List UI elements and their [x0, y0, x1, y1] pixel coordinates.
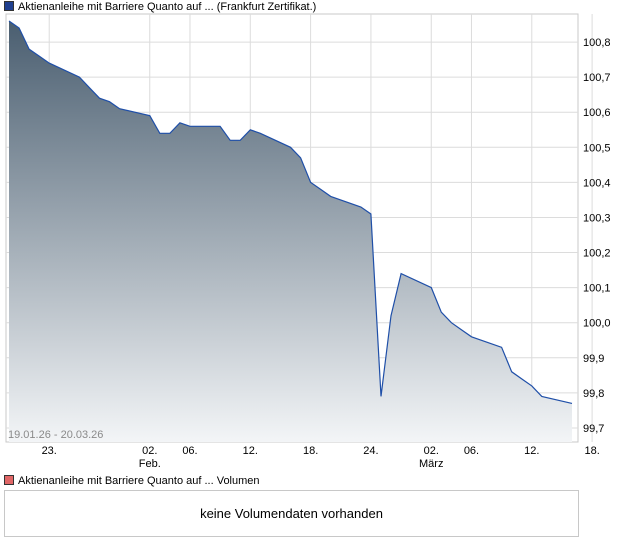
x-tick-label: 02.: [424, 445, 439, 457]
volume-panel: keine Volumendaten vorhanden: [4, 490, 579, 537]
y-tick-label: 100,2: [583, 248, 611, 260]
price-legend-label: Aktienanleihe mit Barriere Quanto auf ..…: [18, 1, 317, 13]
x-tick-label: 06.: [182, 445, 197, 457]
y-tick-label: 100,5: [583, 142, 611, 154]
date-range-label: 19.01.26 - 20.03.26: [8, 429, 103, 441]
y-tick-label: 100,8: [583, 37, 611, 49]
y-tick-label: 100,1: [583, 283, 611, 295]
price-line: [8, 20, 573, 404]
volume-legend-label: Aktienanleihe mit Barriere Quanto auf ..…: [18, 475, 260, 487]
price-legend: Aktienanleihe mit Barriere Quanto auf ..…: [4, 0, 316, 14]
price-area: [9, 21, 572, 442]
volume-legend: Aktienanleihe mit Barriere Quanto auf ..…: [4, 474, 260, 488]
volume-empty-message: keine Volumendaten vorhanden: [200, 506, 383, 521]
x-tick-label: 23.: [42, 445, 57, 457]
y-tick-label: 100,3: [583, 212, 611, 224]
x-tick-label: 12.: [524, 445, 539, 457]
y-tick-label: 99,8: [583, 388, 604, 400]
y-tick-label: 100,6: [583, 107, 611, 119]
price-legend-swatch: [4, 1, 14, 11]
x-tick-label: 18.: [303, 445, 318, 457]
y-tick-label: 100,0: [583, 318, 611, 330]
x-month-label: März: [419, 458, 443, 470]
x-tick-label: 18.: [584, 445, 599, 457]
x-tick-label: 02.: [142, 445, 157, 457]
y-tick-label: 100,7: [583, 72, 611, 84]
y-axis-labels: 99,7 99,8 99,9 100,0 100,1 100,2 100,3 100,4 100…: [583, 37, 611, 435]
x-month-label: Feb.: [139, 458, 161, 470]
y-tick-label: 99,9: [583, 353, 604, 365]
x-tick-label: 24.: [363, 445, 378, 457]
x-tick-label: 12.: [243, 445, 258, 457]
y-tick-label: 100,4: [583, 177, 611, 189]
volume-legend-swatch: [4, 475, 14, 485]
x-tick-label: 06.: [464, 445, 479, 457]
y-tick-label: 99,7: [583, 423, 604, 435]
